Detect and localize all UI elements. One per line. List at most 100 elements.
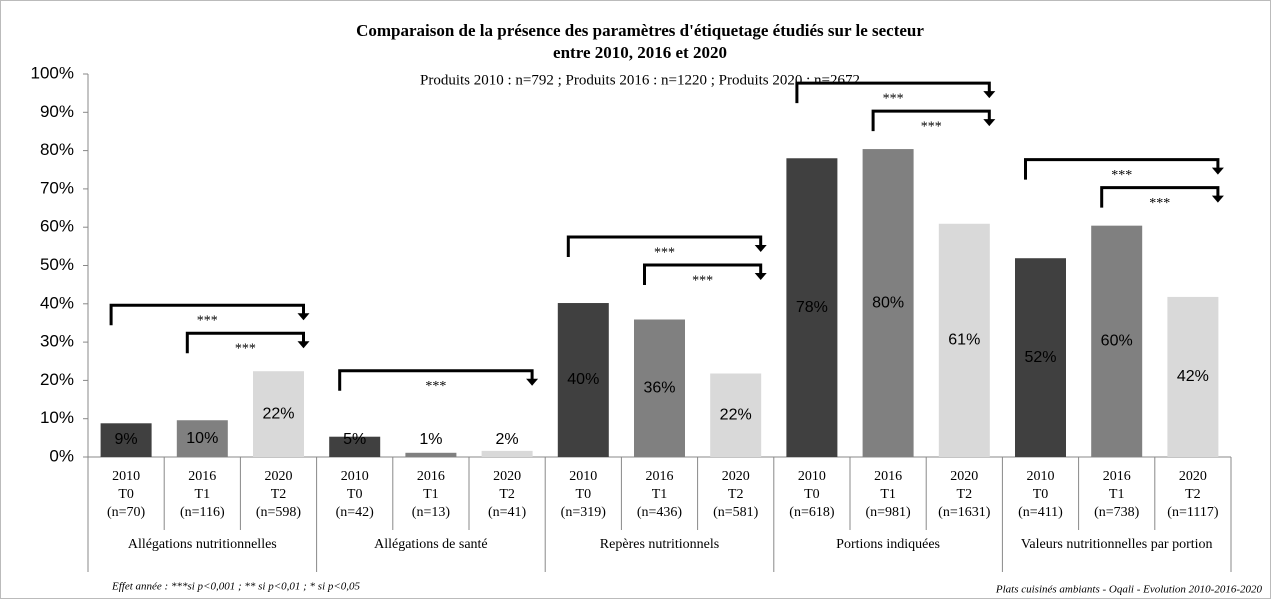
bar: [329, 436, 381, 457]
significance-label: ***: [654, 245, 675, 260]
value-label: 78%: [796, 299, 828, 316]
x-tick-label: T1: [880, 487, 896, 502]
group-label: Valeurs nutritionnelles par portion: [1020, 537, 1213, 552]
value-label: 40%: [567, 371, 599, 388]
x-tick-label: (n=598): [256, 505, 302, 520]
x-tick-label: T0: [347, 487, 363, 502]
significance-bracket: [109, 303, 305, 326]
x-tick-label: 2020: [265, 469, 293, 484]
significance-bracket: [1024, 158, 1220, 180]
x-tick-label: T0: [804, 487, 820, 502]
bar: [176, 420, 228, 457]
x-tick-label: 2016: [874, 469, 902, 484]
arrow-head: [297, 341, 310, 349]
x-tick-label: 2010: [569, 469, 597, 484]
x-tick-label: 2016: [1103, 469, 1131, 484]
y-tick-label: 80%: [40, 140, 74, 159]
y-tick-label: 50%: [40, 255, 74, 274]
value-label: 22%: [720, 406, 752, 423]
y-tick-label: 60%: [40, 217, 74, 236]
x-tick-label: 2020: [950, 469, 978, 484]
x-tick-label: (n=738): [1094, 505, 1140, 520]
x-tick-label: T1: [1109, 487, 1125, 502]
y-tick-label: 90%: [40, 102, 74, 121]
bar: [100, 423, 152, 457]
x-tick-label: 2016: [188, 469, 216, 484]
significance-bracket: [1100, 186, 1220, 208]
x-tick-label: T2: [499, 487, 515, 502]
significance-label: ***: [692, 273, 713, 288]
arrow-head: [983, 91, 996, 99]
y-tick-label: 70%: [40, 178, 74, 197]
x-tick-label: (n=13): [412, 505, 451, 520]
value-label: 60%: [1101, 333, 1133, 350]
value-label: 2%: [496, 431, 519, 448]
arrow-head: [1211, 195, 1224, 203]
value-label: 9%: [115, 431, 138, 448]
y-tick-label: 0%: [49, 446, 74, 465]
x-tick-label: 2010: [112, 469, 140, 484]
x-tick-label: T2: [1185, 487, 1201, 502]
significance-label: ***: [1111, 168, 1132, 183]
x-tick-label: T2: [271, 487, 287, 502]
x-tick-label: 2020: [1179, 469, 1207, 484]
group-label: Allégations nutritionnelles: [127, 537, 277, 552]
value-label: 61%: [948, 332, 980, 349]
significance-bracket: [185, 331, 305, 354]
arrow-head: [297, 313, 310, 321]
y-tick-label: 40%: [40, 293, 74, 312]
arrow-head: [1211, 167, 1224, 175]
x-tick-label: (n=618): [789, 505, 835, 520]
bar: [634, 319, 685, 457]
significance-bracket: [643, 263, 763, 286]
significance-label: ***: [425, 379, 446, 394]
x-tick-label: T0: [1033, 487, 1049, 502]
x-tick-label: (n=581): [713, 505, 759, 520]
x-tick-label: T2: [957, 487, 973, 502]
x-tick-label: (n=41): [488, 505, 527, 520]
value-label: 52%: [1024, 349, 1056, 366]
significance-label: ***: [921, 119, 942, 134]
x-tick-label: T1: [652, 487, 668, 502]
x-tick-label: T1: [423, 487, 439, 502]
group-label: Allégations de santé: [374, 537, 488, 552]
bar: [862, 149, 914, 457]
arrow-head: [526, 378, 539, 386]
x-tick-label: 2020: [722, 469, 750, 484]
x-tick-label: 2016: [646, 469, 674, 484]
chart-title: Comparaison de la présence des paramètre…: [356, 21, 924, 40]
x-tick-label: T0: [118, 487, 134, 502]
arrow-head: [754, 273, 767, 281]
x-tick-label: 2016: [417, 469, 445, 484]
value-label: 10%: [186, 430, 218, 447]
chart-title: entre 2010, 2016 et 2020: [553, 43, 727, 62]
significance-bracket: [566, 235, 763, 258]
x-tick-label: (n=319): [561, 505, 607, 520]
value-label: 42%: [1177, 368, 1209, 385]
bar: [253, 371, 304, 457]
x-tick-label: 2010: [798, 469, 826, 484]
value-label: 22%: [262, 405, 294, 422]
bar: [405, 452, 457, 457]
x-tick-label: (n=70): [107, 505, 146, 520]
value-label: 36%: [643, 379, 675, 396]
x-tick-label: T0: [576, 487, 592, 502]
subtitle: Produits 2010 : n=792 ; Produits 2016 : …: [420, 72, 860, 88]
x-tick-label: (n=981): [865, 505, 911, 520]
x-tick-label: (n=436): [637, 505, 683, 520]
x-tick-label: (n=1117): [1167, 505, 1219, 520]
bar: [938, 223, 990, 457]
significance-bracket: [871, 109, 991, 132]
x-tick-label: 2010: [1027, 469, 1055, 484]
x-tick-label: (n=42): [336, 505, 375, 520]
x-tick-label: T2: [728, 487, 744, 502]
x-tick-label: (n=411): [1018, 505, 1063, 520]
significance-bracket: [338, 369, 534, 391]
footnote: Effet année : ***si p<0,001 ; ** si p<0,…: [111, 581, 361, 593]
bar: [786, 158, 838, 457]
arrow-head: [754, 245, 767, 253]
x-tick-label: (n=116): [180, 505, 225, 520]
group-label: Repères nutritionnels: [599, 537, 720, 552]
